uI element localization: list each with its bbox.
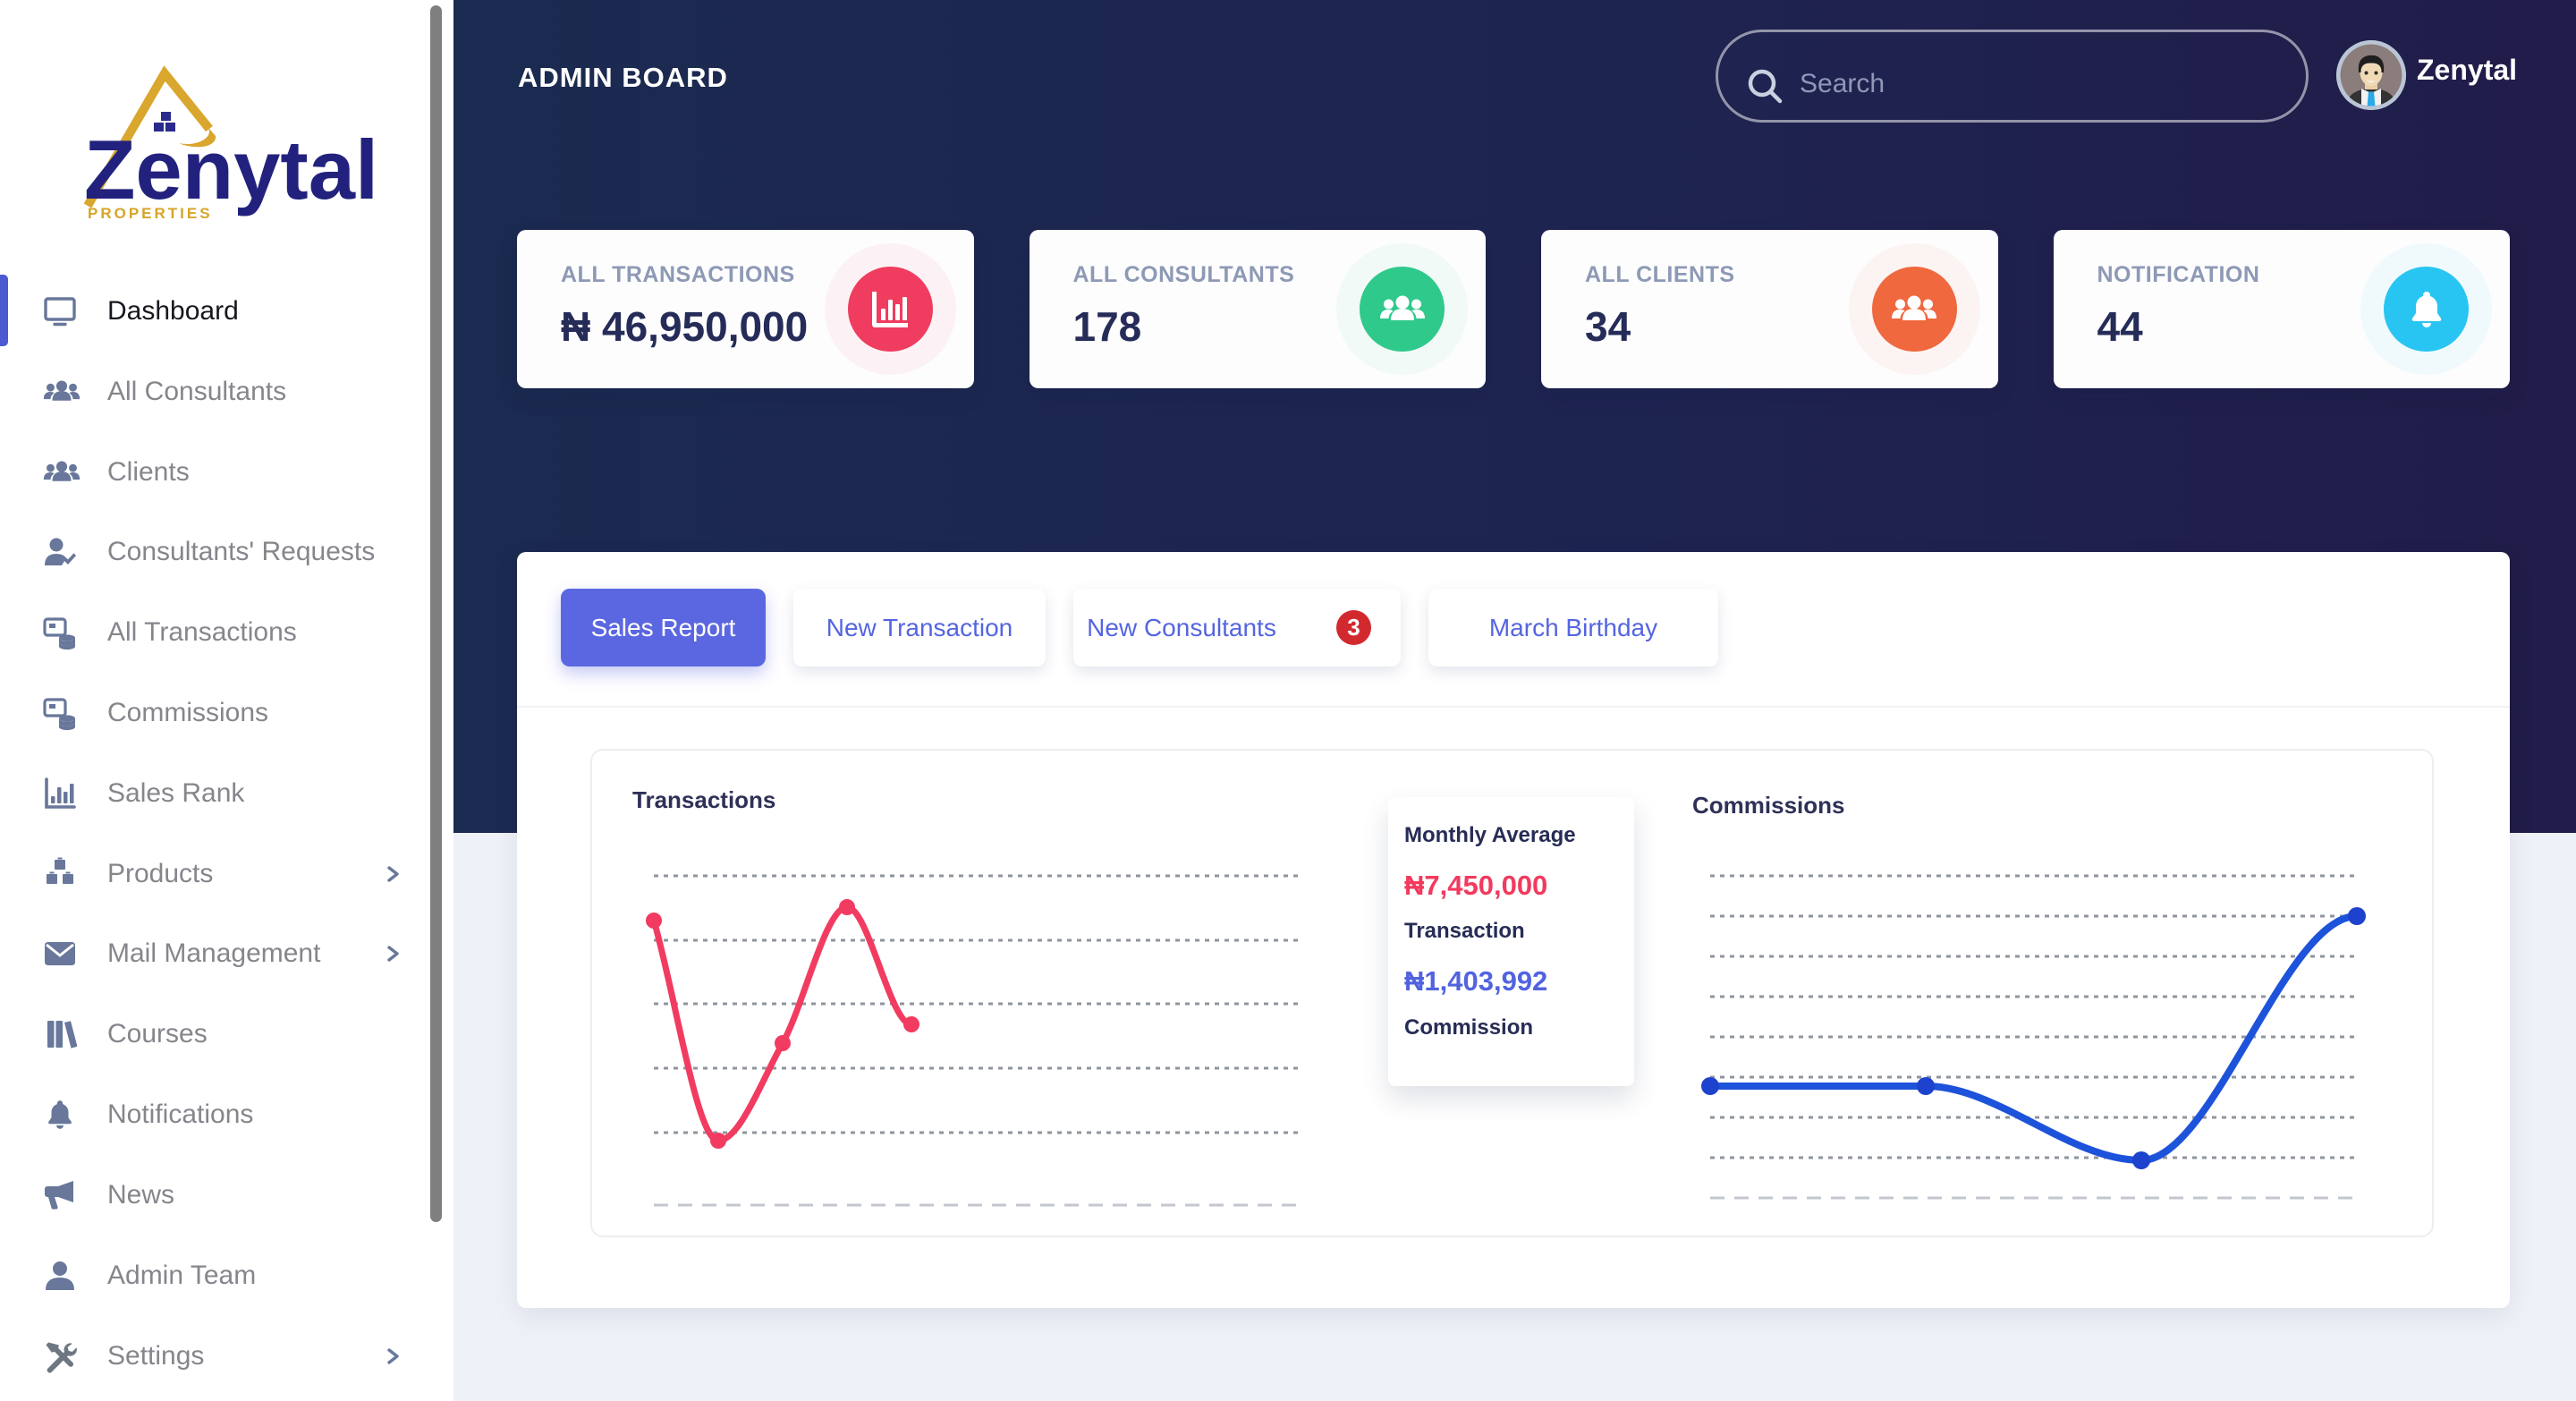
svg-text:Zenytal: Zenytal xyxy=(84,123,378,217)
svg-text:PROPERTIES: PROPERTIES xyxy=(88,205,213,222)
